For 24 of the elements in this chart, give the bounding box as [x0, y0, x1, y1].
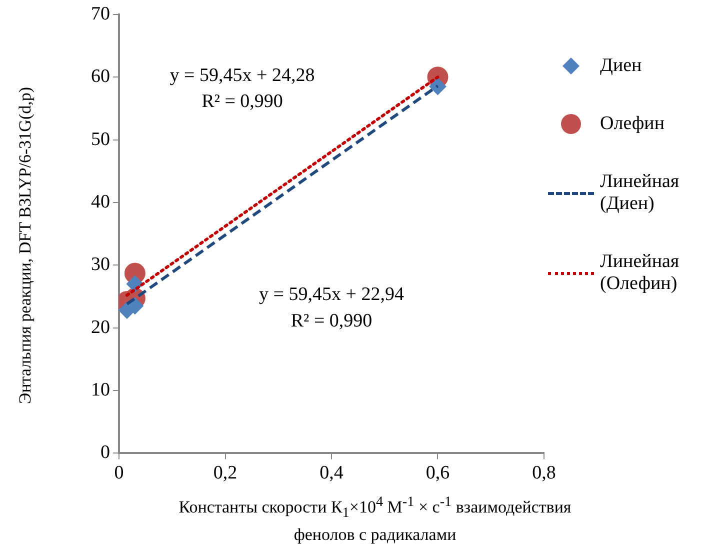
y-tick-label: 70	[91, 3, 110, 24]
y-tick-label: 60	[91, 66, 110, 88]
y-tick-label: 20	[91, 316, 110, 338]
y-tick-label: 30	[91, 254, 110, 276]
x-tick-label: 0,8	[532, 462, 556, 484]
x-tick-label: 0,2	[213, 462, 238, 484]
x-tick-label: 0,6	[426, 462, 450, 484]
annotation: y = 59,45x + 24,28	[170, 64, 315, 86]
y-tick-label: 50	[91, 128, 110, 150]
y-tick-label: 10	[91, 380, 110, 400]
legend-label: Олефин	[600, 113, 665, 135]
y-tick-label: 40	[91, 191, 110, 212]
x-tick-label: 0	[114, 462, 124, 484]
y-axis-title: Энтальпия реакции, DFT B3LYP/6-31G(d,p)	[14, 86, 36, 406]
x-tick-label: 0,4	[320, 462, 344, 484]
annotation: y = 59,45x + 22,94	[259, 284, 404, 306]
legend-label: Линейная (Диен)	[600, 171, 680, 215]
legend-label: Диен	[600, 55, 642, 77]
point	[429, 78, 446, 95]
y-tick-label: 0	[100, 442, 110, 464]
legend-label: Линейная (Олефин)	[600, 251, 680, 295]
annotation: R² = 0,990	[202, 91, 283, 112]
annotation: R² = 0,990	[290, 310, 372, 332]
text: Константы скорости К$_{1}$×10$^{4}$ М$^{-1}$ × с$^{-1}$ взаимодействия фенолов с радикалами	[178, 494, 572, 544]
